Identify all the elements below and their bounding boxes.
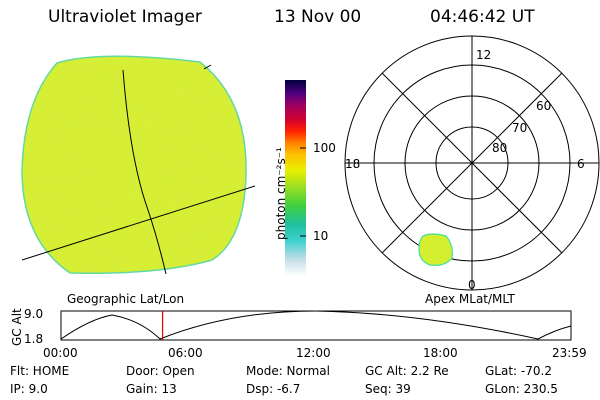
mlt-label-bottom: 0 — [468, 278, 476, 292]
mlat-label-80: 80 — [492, 141, 507, 155]
longitude-line — [122, 69, 167, 275]
status-gain: Gain: 13 — [126, 382, 177, 396]
xtick-0000: 00:00 — [43, 346, 78, 360]
latitude-line — [21, 185, 256, 261]
geographic-image — [21, 55, 256, 275]
altitude-ytick-top: 9.0 — [24, 307, 44, 321]
status-gc-alt: GC Alt: 2.2 Re — [365, 364, 449, 378]
mlt-diagonal-2 — [381, 72, 563, 254]
limb-tick — [203, 64, 212, 70]
colorbar-tick-10: 10 — [313, 229, 329, 243]
altitude-plot — [60, 310, 572, 341]
status-glon: GLon: 230.5 — [485, 382, 558, 396]
mlt-label-top: 12 — [476, 48, 491, 62]
altitude-plot-frame — [60, 310, 572, 341]
xtick-1200: 12:00 — [296, 346, 331, 360]
polar-plot — [344, 35, 600, 291]
colorbar-tick-100: 100 — [313, 141, 336, 155]
mlt-label-left: 18 — [345, 157, 360, 171]
date-label: 13 Nov 00 — [274, 7, 362, 27]
mlat-label-60: 60 — [536, 99, 551, 113]
status-dsp: Dsp: -6.7 — [246, 382, 301, 396]
polar-labels: 12 18 6 0 60 70 80 — [345, 48, 585, 292]
colorbar — [285, 80, 306, 276]
auroral-oval — [418, 233, 453, 266]
app-title: Ultraviolet Imager — [48, 7, 202, 27]
xtick-2359: 23:59 — [552, 346, 587, 360]
xtick-0600: 06:00 — [168, 346, 203, 360]
status-door: Door: Open — [126, 364, 195, 378]
status-mode: Mode: Normal — [246, 364, 330, 378]
mlt-label-right: 6 — [577, 157, 585, 171]
xtick-1800: 18:00 — [423, 346, 458, 360]
colorbar-unit-label: photon cm⁻²s⁻¹ — [274, 147, 288, 240]
status-filter: Flt: HOME — [10, 364, 70, 378]
right-panel-label: Apex MLat/MLT — [425, 292, 515, 306]
status-ip: IP: 9.0 — [10, 382, 48, 396]
left-panel-label: Geographic Lat/Lon — [67, 292, 184, 306]
altitude-axis-label: GC Alt — [10, 308, 24, 346]
altitude-ytick-bottom: 1.8 — [24, 332, 44, 346]
colorbar-ticks — [300, 147, 306, 237]
time-label: 04:46:42 UT — [430, 7, 535, 27]
status-seq: Seq: 39 — [365, 382, 411, 396]
status-glat: GLat: -70.2 — [485, 364, 552, 378]
mlat-label-70: 70 — [512, 121, 527, 135]
altitude-curve — [60, 310, 572, 340]
